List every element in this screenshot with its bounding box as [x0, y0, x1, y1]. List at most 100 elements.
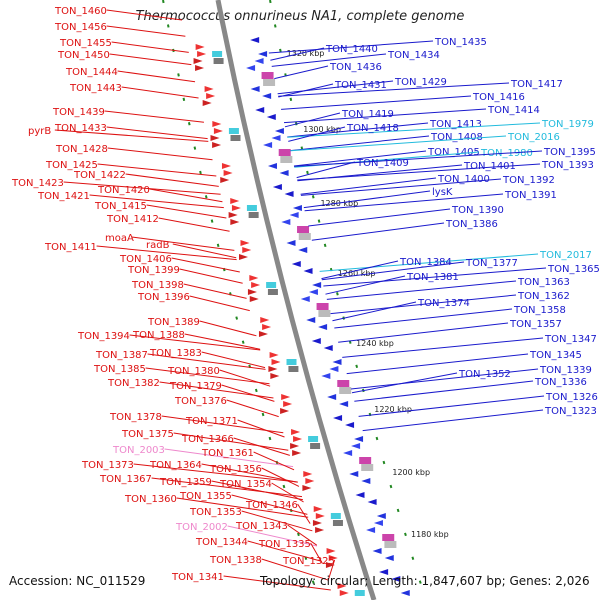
right-leader-line [303, 190, 431, 209]
right-leader-line [308, 208, 451, 227]
left-gene-label: TON_1444 [65, 67, 118, 78]
left-leader-line [183, 283, 247, 299]
red-gene-arrow [197, 51, 207, 57]
left-leader-line [89, 194, 224, 209]
right-leader-line [293, 150, 427, 167]
right-leader-line [338, 322, 509, 343]
left-leader-line [63, 181, 221, 195]
blue-gene-arrow [366, 527, 376, 533]
blue-gene-arrow [332, 359, 342, 365]
right-leader-line [325, 275, 406, 295]
left-leader-line [106, 9, 183, 21]
feature-block [263, 79, 276, 86]
feature-block [267, 289, 278, 295]
left-leader-line [106, 126, 208, 140]
red-gene-arrow [315, 513, 325, 519]
red-gene-arrow [271, 359, 281, 365]
blue-gene-arrow [391, 576, 401, 582]
left-gene-label: TON_1382 [107, 378, 160, 389]
left-leader-line [106, 25, 186, 37]
feature-block [246, 205, 257, 211]
blue-gene-arrow [312, 282, 322, 288]
right-leader-line [270, 47, 325, 61]
feature-block [212, 51, 223, 57]
right-gene-label: TON_2016 [507, 132, 560, 143]
right-gene-label: TON_1381 [406, 272, 459, 283]
feature-block [230, 135, 241, 141]
left-gene-label: TON_1388 [132, 330, 185, 341]
left-gene-label: TON_1353 [189, 507, 242, 518]
blue-gene-arrow [311, 338, 321, 344]
left-leader-line [107, 147, 213, 161]
right-gene-label: TON_1435 [434, 37, 487, 48]
right-gene-label: TON_1416 [472, 92, 525, 103]
red-gene-arrow [239, 254, 249, 260]
red-gene-arrow [291, 429, 301, 435]
blue-gene-arrow [345, 422, 355, 428]
red-gene-arrow [230, 198, 240, 204]
red-gene-arrow [223, 170, 233, 176]
left-gene-label: TON_1375 [121, 429, 174, 440]
feature-block [297, 226, 310, 233]
feature-block [248, 212, 259, 218]
right-gene-label: TON_1365 [547, 264, 600, 275]
left-leader-line [145, 367, 270, 385]
right-leader-line [287, 122, 541, 138]
left-leader-line [109, 53, 192, 66]
right-leader-line [271, 53, 387, 67]
right-gene-label: TON_1357 [509, 319, 562, 330]
right-gene-label: TON_1391 [504, 190, 557, 201]
red-gene-arrow [270, 373, 280, 379]
red-gene-arrow [249, 275, 259, 281]
red-gene-arrow [260, 317, 270, 323]
right-gene-label: TON_1384 [399, 257, 452, 268]
feature-block [337, 380, 350, 387]
left-leader-line [219, 369, 271, 387]
left-leader-line [189, 295, 250, 312]
red-gene-arrow [302, 485, 312, 491]
kbp-label: 1260 kbp [338, 269, 376, 278]
blue-gene-arrow [250, 86, 260, 92]
right-leader-line [358, 395, 545, 417]
red-gene-arrow [326, 548, 336, 554]
red-gene-arrow [315, 527, 325, 533]
left-gene-label: TON_1422 [73, 170, 126, 181]
right-leader-line [278, 83, 334, 98]
feature-block [361, 464, 374, 471]
blue-gene-arrow [300, 296, 310, 302]
left-gene-label: TON_1355 [179, 491, 232, 502]
blue-gene-arrow [361, 478, 371, 484]
right-leader-line [311, 222, 445, 241]
blue-gene-arrow [327, 394, 337, 400]
kbp-label: 1200 kbp [392, 468, 430, 477]
right-gene-label: TON_1393 [541, 160, 594, 171]
red-gene-arrow [312, 520, 322, 526]
right-leader-line [294, 150, 543, 167]
feature-block [310, 443, 321, 449]
red-gene-arrow [281, 394, 291, 400]
left-leader-line [117, 70, 196, 83]
blue-gene-arrow [266, 114, 276, 120]
left-gene-label: TON_1341 [171, 572, 224, 583]
feature-block [316, 303, 329, 310]
left-gene-label: TON_1450 [57, 50, 110, 61]
feature-block [354, 590, 365, 596]
left-gene-label: TON_1406 [119, 254, 172, 265]
left-gene-label: TON_1364 [149, 460, 202, 471]
genome-title: Thermococcus onnurineus NA1, complete ge… [135, 9, 465, 24]
feature-block [288, 366, 299, 372]
feature-block [213, 58, 224, 64]
blue-gene-arrow [289, 212, 299, 218]
right-gene-label: TON_1409 [356, 158, 409, 169]
blue-gene-arrow [246, 65, 256, 71]
blue-gene-arrow [354, 436, 364, 442]
blue-gene-arrow [292, 205, 302, 211]
red-gene-arrow [269, 352, 279, 358]
blue-gene-arrow [258, 51, 268, 57]
left-gene-label: TON_2002 [175, 522, 228, 533]
red-gene-arrow [262, 324, 272, 330]
feature-block [266, 282, 277, 288]
left-leader-line [164, 448, 294, 468]
blue-gene-arrow [379, 569, 389, 575]
